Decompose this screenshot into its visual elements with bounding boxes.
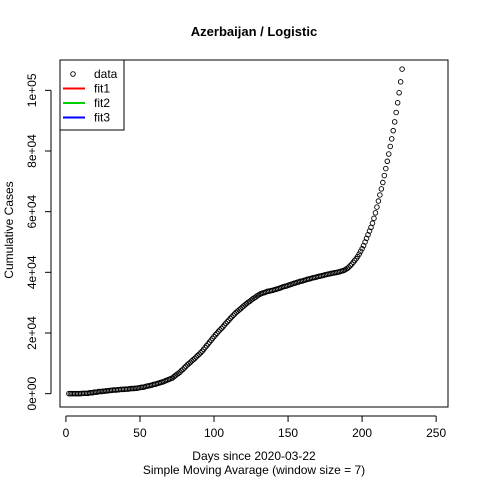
- legend-label: fit3: [94, 111, 110, 125]
- data-point: [237, 305, 244, 312]
- data-point: [215, 328, 222, 335]
- data-point: [180, 366, 186, 373]
- data-point: [346, 264, 352, 270]
- data-point: [383, 165, 389, 172]
- x-tick-label: 100: [204, 426, 224, 440]
- data-point: [384, 158, 391, 165]
- data-point: [387, 143, 393, 150]
- data-point: [372, 210, 379, 216]
- chart-title: Azerbaijan / Logistic: [191, 24, 317, 39]
- plot-frame: [59, 59, 449, 408]
- data-point: [197, 349, 204, 356]
- data-point: [186, 360, 192, 367]
- data-point: [356, 251, 362, 257]
- data-point: [399, 66, 405, 72]
- data-point: [212, 332, 219, 338]
- data-point: [390, 127, 396, 134]
- data-point: [378, 186, 385, 192]
- legend-marker: [70, 71, 76, 77]
- legend-label: fit2: [94, 96, 110, 110]
- data-point: [175, 370, 182, 377]
- data-point: [388, 136, 395, 142]
- x-tick-label: 150: [278, 426, 298, 440]
- data-point: [357, 248, 364, 255]
- y-axis-label: Cumulative Cases: [2, 181, 16, 278]
- data-point: [380, 179, 386, 186]
- data-point: [393, 109, 399, 116]
- x-axis-label: Days since 2020-03-22: [192, 449, 316, 463]
- y-tick-label: 6e+04: [25, 194, 39, 228]
- y-tick-label: 4e+04: [25, 255, 39, 289]
- data-point: [394, 100, 401, 106]
- data-point: [190, 356, 197, 363]
- data-point: [397, 79, 404, 85]
- data-point: [230, 312, 237, 319]
- data-point: [217, 327, 223, 333]
- data-point: [377, 192, 383, 198]
- legend-label: data: [94, 67, 118, 81]
- x-tick-label: 200: [352, 426, 372, 440]
- x-axis: 0 50 100 150 200 250: [63, 415, 446, 440]
- data-point: [192, 355, 198, 362]
- data-point: [369, 220, 376, 226]
- data-point: [223, 320, 229, 327]
- data-point: [359, 245, 365, 252]
- data-points: [66, 66, 405, 397]
- data-point: [236, 307, 242, 313]
- y-tick-label: 8e+04: [25, 134, 39, 168]
- x-tick-label: 250: [426, 426, 446, 440]
- data-point: [375, 198, 382, 204]
- data-point: [224, 319, 231, 325]
- data-point: [396, 90, 402, 96]
- data-point: [193, 354, 199, 360]
- data-point: [344, 265, 351, 272]
- legend-label: fit1: [94, 82, 110, 96]
- data-point: [218, 325, 225, 332]
- data-point: [194, 352, 201, 359]
- data-point: [227, 315, 234, 322]
- data-point: [187, 359, 194, 366]
- x-tick-label: 0: [63, 426, 70, 440]
- data-point: [381, 172, 388, 179]
- data-point: [371, 215, 377, 222]
- data-point: [391, 119, 398, 125]
- y-tick-label: 0e+00: [25, 376, 39, 410]
- data-point: [347, 262, 354, 269]
- y-axis: 0e+00 2e+04 4e+04 6e+04 8e+04 1e+05: [25, 73, 52, 411]
- y-tick-label: 1e+05: [25, 73, 39, 107]
- data-point: [181, 365, 188, 371]
- y-tick-label: 2e+04: [25, 316, 39, 350]
- plot-area: [59, 59, 449, 408]
- x-tick-label: 50: [133, 426, 147, 440]
- chart-subtitle: Simple Moving Avarage (window size = 7): [143, 463, 365, 477]
- data-point: [178, 367, 185, 374]
- data-point: [196, 351, 202, 357]
- data-point: [177, 369, 183, 375]
- data-point: [229, 314, 235, 320]
- data-point: [374, 204, 380, 210]
- data-point: [386, 151, 392, 157]
- data-point: [183, 363, 189, 370]
- data-point: [231, 311, 238, 317]
